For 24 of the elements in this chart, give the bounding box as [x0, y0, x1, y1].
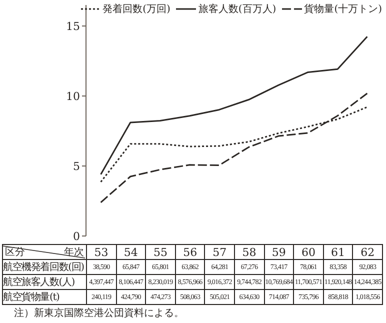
y-tick-label: 15 [66, 20, 80, 33]
text: 航空貨物量(t) [2, 290, 86, 304]
legend-label: 貨物量(十万トン) [304, 2, 382, 16]
text: 注）新東京国際空港公団資料による。 [14, 306, 184, 320]
text: 航空旅客人数(人) [2, 274, 86, 290]
x-tick-label: 58 [234, 244, 264, 260]
x-tick-label: 59 [264, 244, 294, 260]
y-tick-label: 5 [73, 160, 80, 173]
x-tick-label: 62 [352, 244, 382, 260]
legend-label: 旅客人数(百万人) [198, 2, 276, 16]
x-tick-label: 60 [294, 244, 324, 260]
x-tick-label: 56 [175, 244, 205, 260]
x-tick-label: 55 [146, 244, 176, 260]
x-tick-label: 57 [204, 244, 234, 260]
line-series [100, 92, 368, 204]
x-tick-label: 53 [86, 244, 116, 260]
x-axis-title: 年次 [64, 246, 84, 259]
x-tick-label: 54 [116, 244, 146, 260]
x-tick-label: 61 [323, 244, 353, 260]
y-tick-label: 10 [66, 90, 80, 103]
line-series [100, 36, 368, 176]
text: 航空機発着回数(回) [2, 260, 86, 274]
y-tick-label: 0 [73, 230, 80, 243]
legend-label: 発着回数(万回) [102, 2, 170, 16]
